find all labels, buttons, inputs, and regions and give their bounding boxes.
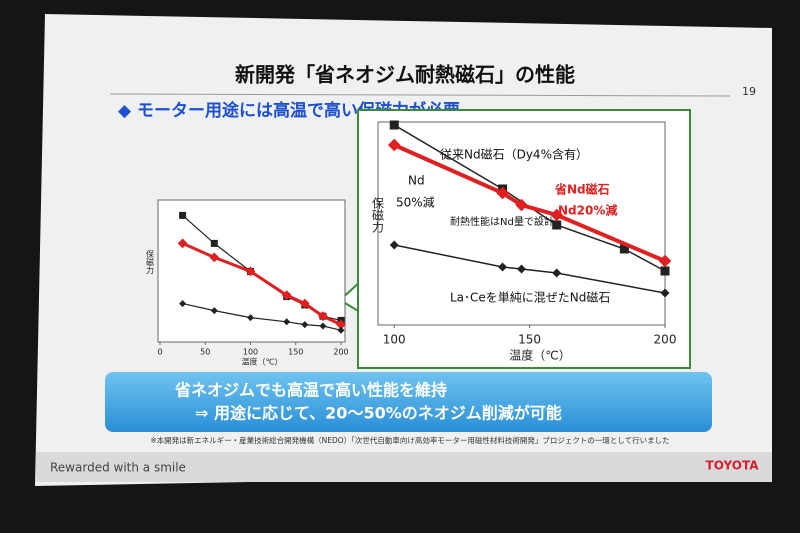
x-tick-label: 50 [200,348,210,357]
marker [498,262,508,272]
banner-line: 省ネオジムでも高温で高い性能を維持 [174,381,447,400]
marker [387,138,401,152]
marker [515,198,528,212]
marker [552,268,562,278]
marker [319,322,327,330]
banner [105,372,712,432]
marker [660,288,670,298]
annotation: Nd20%減 [558,203,617,218]
x-tick-label: 200 [333,348,348,357]
marker [209,252,220,263]
page-number: 19 [742,85,756,98]
annotation: 省Nd磁石 [554,182,610,197]
marker [245,266,256,277]
marker [660,266,670,276]
marker [210,307,218,315]
brand: TOYOTA [706,459,760,473]
marker [336,319,346,330]
series-label: 従来Nd磁石（Dy4%含有） [440,147,588,162]
footnote: ※本開発は新エネルギー・産業技術総合開発機構（NEDO）「次世代自動車向け高効率… [150,435,669,445]
marker [389,120,399,130]
y-axis-label: 保磁力 [146,249,155,275]
x-tick-label: 0 [157,348,162,357]
series-label: La･Ceを単純に混ぜたNd磁石 [450,290,610,305]
annotation: Nd [408,174,425,188]
marker [318,311,328,322]
banner-line: ⇒ 用途に応じて、20～50%のネオジム削減が可能 [195,404,562,423]
x-tick-label: 100 [383,333,406,347]
marker [179,211,187,219]
footer-band [36,452,772,482]
tagline: Rewarded with a smile [50,461,186,475]
marker [517,264,526,274]
marker [552,220,562,230]
marker [210,239,218,247]
marker [496,186,509,200]
annotation: 耐熱性能はNd量で設計 [450,215,554,228]
plot-area [377,121,666,326]
marker [301,321,309,329]
x-axis-label: 温度（℃） [509,348,570,363]
marker [179,300,187,308]
x-axis-label: 温度（℃） [242,357,283,367]
x-tick-label: 150 [518,333,541,347]
x-tick-label: 200 [654,333,677,347]
marker [177,238,188,249]
marker [283,318,291,326]
marker [658,254,672,268]
marker [389,240,399,250]
x-tick-label: 100 [243,348,258,357]
annotation: 50%減 [396,195,435,210]
title-rule [109,93,731,97]
marker [337,326,345,334]
marker [247,314,254,322]
marker [619,244,629,254]
title: 新開発「省ネオジム耐熱磁石」の性能 [235,63,575,87]
marker [299,298,310,309]
x-tick-label: 150 [288,348,303,357]
marker [281,290,292,301]
marker [550,208,563,222]
y-axis-label: 保磁力 [371,197,385,234]
